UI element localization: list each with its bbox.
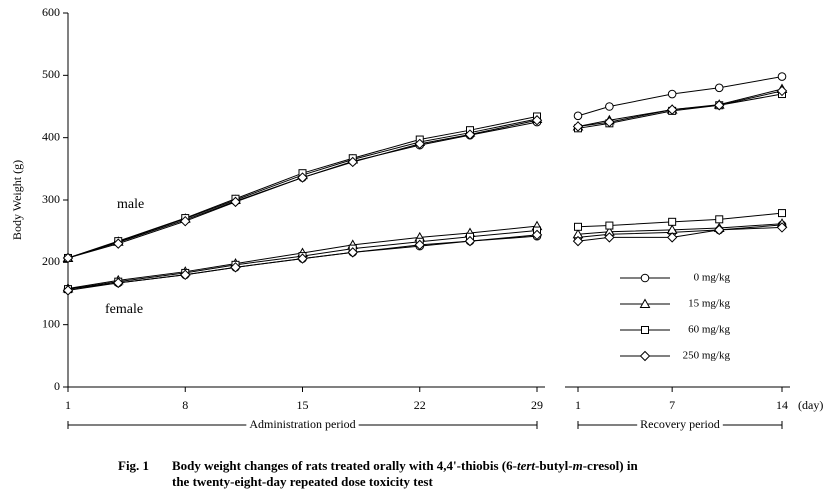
legend-label: 15 mg/kg <box>688 298 730 310</box>
period-label-bg <box>637 416 723 431</box>
caption-segment: Body weight changes of rats treated oral… <box>172 458 517 473</box>
marker <box>347 247 358 258</box>
legend-entry: 0 mg/kg <box>620 272 730 284</box>
marker <box>180 269 191 281</box>
x-tick-label: 15 <box>297 398 309 412</box>
x-tick-label: 1 <box>65 398 71 412</box>
x-tick-label: 29 <box>531 398 543 412</box>
x-tick-label: 8 <box>182 398 188 412</box>
legend-label: 250 mg/kg <box>683 350 731 362</box>
marker <box>297 253 308 264</box>
y-axis-label: Body Weight (g) <box>10 160 24 240</box>
y-tick-label: 400 <box>42 129 60 143</box>
legend-entry: 15 mg/kg <box>620 298 730 310</box>
period-label: Administration period <box>249 417 355 431</box>
y-tick-label: 300 <box>42 192 60 206</box>
marker <box>531 229 543 241</box>
marker <box>531 115 543 126</box>
caption-segment: the twenty-eight-day repeated dose toxic… <box>172 474 433 489</box>
marker <box>62 285 74 296</box>
marker <box>62 252 74 264</box>
x-unit: (day) <box>798 398 823 412</box>
marker <box>714 224 725 236</box>
y-tick-label: 500 <box>42 67 60 81</box>
group-label: female <box>105 302 143 317</box>
y-tick-label: 0 <box>54 379 60 393</box>
marker <box>668 217 677 226</box>
y-tick-label: 100 <box>42 316 60 330</box>
y-tick-label: 200 <box>42 254 60 268</box>
marker <box>113 238 124 249</box>
marker <box>605 102 614 111</box>
period-label: Recovery period <box>640 417 720 431</box>
x-tick-label: 22 <box>414 398 426 412</box>
marker <box>573 111 583 121</box>
caption-line: Body weight changes of rats treated oral… <box>172 458 638 473</box>
marker <box>777 72 787 81</box>
x-tick-label: 14 <box>776 398 788 412</box>
marker <box>776 85 788 97</box>
marker <box>230 196 241 208</box>
marker <box>464 235 476 247</box>
marker <box>640 273 650 283</box>
marker <box>464 129 476 140</box>
marker <box>776 222 788 233</box>
legend-entry: 250 mg/kg <box>620 350 730 362</box>
caption-line: the twenty-eight-day repeated dose toxic… <box>172 474 433 489</box>
y-tick-label: 600 <box>42 5 60 19</box>
marker <box>714 100 725 111</box>
marker <box>667 89 677 99</box>
marker <box>714 83 724 93</box>
marker <box>666 232 678 243</box>
marker <box>778 209 786 218</box>
marker <box>572 121 584 132</box>
marker <box>639 298 651 308</box>
marker <box>414 239 425 251</box>
marker <box>230 262 241 273</box>
marker <box>414 138 425 150</box>
period-label-bg <box>246 416 359 431</box>
x-tick-label: 7 <box>669 398 675 412</box>
marker <box>574 222 582 231</box>
marker <box>297 172 308 183</box>
caption-label: Fig. 1 <box>118 458 149 473</box>
caption-segment: m <box>573 458 583 473</box>
group-label: male <box>117 197 144 212</box>
marker <box>180 215 191 227</box>
caption-segment: tert <box>517 458 535 473</box>
marker <box>666 104 678 115</box>
marker <box>715 215 724 224</box>
marker <box>113 277 124 289</box>
x-tick-label: 1 <box>575 398 581 412</box>
marker <box>604 232 615 243</box>
legend-entry: 60 mg/kg <box>620 324 730 336</box>
marker <box>641 326 649 334</box>
marker <box>604 116 615 128</box>
marker <box>639 350 651 362</box>
caption-segment: -butyl- <box>535 458 573 473</box>
marker <box>347 156 358 168</box>
marker <box>572 235 584 247</box>
legend-label: 60 mg/kg <box>688 324 730 336</box>
legend-label: 0 mg/kg <box>694 272 731 284</box>
marker <box>605 221 614 230</box>
caption-segment: -cresol) in <box>583 458 639 473</box>
